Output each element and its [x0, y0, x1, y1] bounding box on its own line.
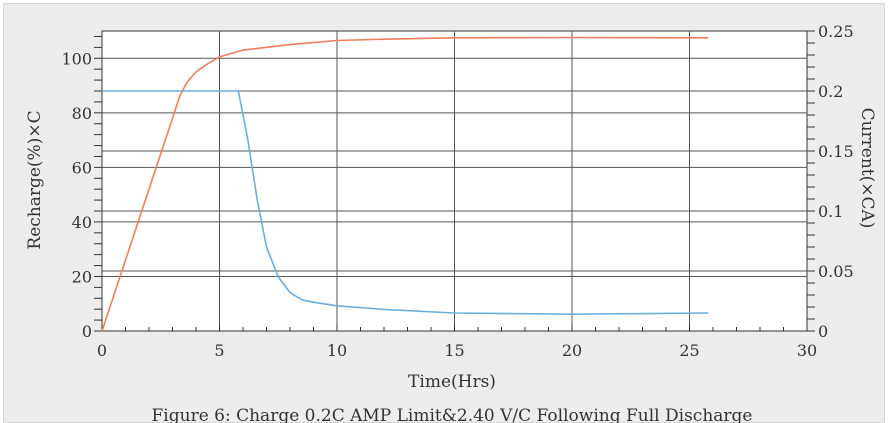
- y-left-tick-label: 40: [72, 213, 92, 232]
- x-tick-label: 20: [562, 341, 582, 360]
- series-line-current: [102, 90, 709, 316]
- y-left-tick-label: 0: [82, 322, 92, 341]
- x-tick-label: 0: [97, 341, 107, 360]
- x-tick-label: 5: [214, 341, 224, 360]
- y-right-tick-label: 0.15: [818, 142, 854, 161]
- y-left-tick-label: 100: [61, 49, 92, 68]
- series-group: [101, 36, 709, 332]
- y-left-tick-label: 20: [72, 267, 92, 286]
- figure-caption: Figure 6: Charge 0.2C AMP Limit&2.40 V/C…: [152, 406, 753, 423]
- y-right-tick-label: 0.2: [818, 82, 843, 101]
- y-left-tick-label: 60: [72, 158, 92, 177]
- y-right-tick-label: 0.25: [818, 22, 854, 41]
- y-axis-right-label: Current(×CA): [857, 108, 877, 229]
- x-tick-label: 25: [679, 341, 699, 360]
- y-right-tick-label: 0: [818, 322, 828, 341]
- y-left-tick-label: 80: [72, 104, 92, 123]
- x-axis-label: Time(Hrs): [408, 372, 496, 392]
- y-axis-left-label: Recharge(%)×C: [25, 110, 45, 249]
- x-tick-label: 15: [444, 341, 464, 360]
- x-tick-label: 10: [327, 341, 347, 360]
- tick-labels: 0 5 10 15 20 25 3002040608010000.050.10.150.20…: [61, 22, 853, 360]
- x-tick-label: 30: [797, 341, 817, 360]
- y-right-tick-label: 0.1: [818, 202, 843, 221]
- y-right-tick-label: 0.05: [818, 262, 854, 281]
- series-line-recharge: [101, 36, 709, 332]
